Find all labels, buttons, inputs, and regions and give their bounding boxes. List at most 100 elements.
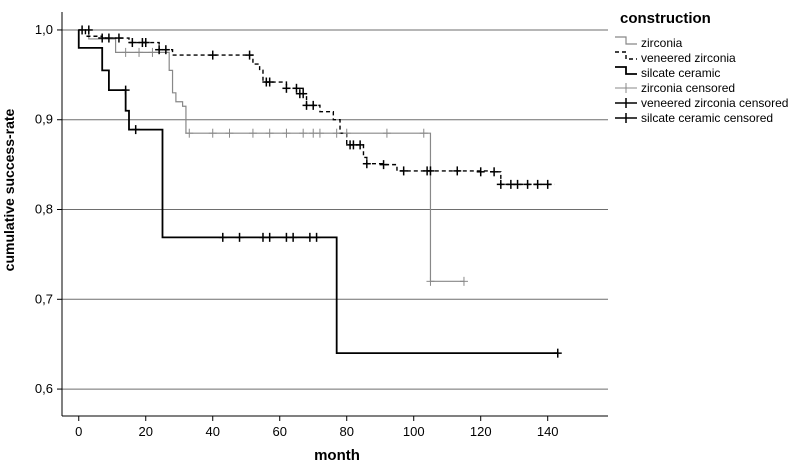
censor-marker-zirconia <box>459 276 468 286</box>
censor-marker-veneered-zirconia <box>356 140 365 150</box>
gridlines <box>62 29 608 390</box>
censor-marker-silcate-ceramic <box>553 348 562 358</box>
censor-marker-veneered-zirconia <box>476 167 485 177</box>
censor-marker-veneered-zirconia <box>84 25 93 35</box>
censor-marker-zirconia <box>148 47 157 57</box>
censor-marker-silcate-ceramic <box>289 232 298 242</box>
censor-marker-silcate-ceramic <box>218 232 227 242</box>
x-tick-label: 80 <box>339 424 353 439</box>
series-line-veneered-zirconia <box>78 29 555 186</box>
censor-marker-veneered-zirconia <box>104 33 113 43</box>
legend-swatch <box>615 51 637 60</box>
x-axis-title: month <box>314 447 360 464</box>
censor-marker-veneered-zirconia <box>282 83 291 93</box>
censor-marker-veneered-zirconia <box>141 38 150 48</box>
series-lines <box>77 29 558 355</box>
censor-marker-veneered-zirconia <box>155 45 164 55</box>
censor-marker-zirconia <box>315 128 324 138</box>
y-tick-label: 1,0 <box>35 22 53 37</box>
censor-marker-veneered-zirconia <box>265 77 274 87</box>
censor-markers <box>78 25 562 358</box>
censor-marker-zirconia <box>426 276 435 286</box>
censor-marker-veneered-zirconia <box>533 179 542 189</box>
censor-marker-zirconia <box>225 128 234 138</box>
censor-marker-veneered-zirconia <box>379 160 388 170</box>
legend-item: veneered zirconia <box>615 51 736 65</box>
censor-marker-zirconia <box>309 128 318 138</box>
censor-marker-veneered-zirconia <box>543 179 552 189</box>
censor-marker-veneered-zirconia <box>490 167 499 177</box>
legend-label: silcate ceramic <box>641 66 720 80</box>
x-tick-label: 60 <box>272 424 286 439</box>
legend-label: zirconia <box>641 36 683 50</box>
censor-marker-zirconia <box>121 47 130 57</box>
legend-swatch <box>615 66 637 75</box>
legend-swatch <box>615 36 637 45</box>
censor-marker-veneered-zirconia <box>299 89 308 99</box>
censor-marker-silcate-ceramic <box>265 232 274 242</box>
series-line-zirconia <box>78 29 464 282</box>
legend-item: veneered zirconia censored <box>615 96 788 110</box>
legend-label: zirconia censored <box>641 81 735 95</box>
censor-marker-veneered-zirconia <box>292 83 301 93</box>
censor-marker-veneered-zirconia <box>302 100 311 110</box>
censor-marker-silcate-ceramic <box>121 85 130 95</box>
censor-marker-silcate-ceramic <box>305 232 314 242</box>
y-tick-label: 0,8 <box>35 202 53 217</box>
legend-item: zirconia censored <box>615 81 735 95</box>
legend-label: veneered zirconia censored <box>641 96 788 110</box>
censor-marker-veneered-zirconia <box>513 179 522 189</box>
censor-marker-veneered-zirconia <box>506 179 515 189</box>
tick-labels: 0,6 0,7 0,8 0,9 1,0 0 20 40 60 80 100 120 140 <box>35 22 559 439</box>
censor-marker-silcate-ceramic <box>282 232 291 242</box>
censor-marker-veneered-zirconia <box>496 179 505 189</box>
censor-marker-zirconia <box>135 47 144 57</box>
legend-item: silcate ceramic <box>615 66 720 80</box>
censor-marker-veneered-zirconia <box>399 166 408 176</box>
censor-marker-zirconia <box>248 128 257 138</box>
x-tick-label: 140 <box>537 424 559 439</box>
censor-marker-zirconia <box>382 128 391 138</box>
axes <box>57 12 608 421</box>
censor-marker-silcate-ceramic <box>131 125 140 135</box>
legend-title: construction <box>620 10 711 27</box>
censor-marker-veneered-zirconia <box>161 45 170 55</box>
censor-marker-veneered-zirconia <box>349 140 358 150</box>
censor-marker-zirconia <box>265 128 274 138</box>
censor-marker-silcate-ceramic <box>235 232 244 242</box>
censor-marker-zirconia <box>299 128 308 138</box>
censor-marker-veneered-zirconia <box>114 33 123 43</box>
censor-marker-zirconia <box>185 128 194 138</box>
y-axis-title: cumulative success-rate <box>1 108 17 271</box>
x-tick-label: 40 <box>206 424 220 439</box>
censor-marker-veneered-zirconia <box>426 166 435 176</box>
censor-marker-zirconia <box>282 128 291 138</box>
x-tick-label: 0 <box>75 424 82 439</box>
censor-marker-veneered-zirconia <box>523 179 532 189</box>
x-tick-label: 120 <box>470 424 492 439</box>
censor-marker-zirconia <box>419 128 428 138</box>
legend-item: zirconia <box>615 36 683 50</box>
censor-marker-silcate-ceramic <box>258 232 267 242</box>
legend-label: veneered zirconia <box>641 51 736 65</box>
y-tick-label: 0,7 <box>35 291 53 306</box>
censor-marker-zirconia <box>342 128 351 138</box>
censor-marker-veneered-zirconia <box>128 38 137 48</box>
legend-label: silcate ceramic censored <box>641 111 773 125</box>
censor-marker-veneered-zirconia <box>78 25 87 35</box>
legend-item: silcate ceramic censored <box>615 111 773 125</box>
censor-marker-zirconia <box>208 128 217 138</box>
censor-marker-veneered-zirconia <box>245 50 254 60</box>
y-tick-label: 0,9 <box>35 112 53 127</box>
censor-marker-veneered-zirconia <box>208 50 217 60</box>
censor-marker-veneered-zirconia <box>362 159 371 169</box>
censor-marker-silcate-ceramic <box>312 232 321 242</box>
series-line-silcate-ceramic <box>77 29 558 355</box>
x-tick-label: 20 <box>139 424 153 439</box>
censor-marker-veneered-zirconia <box>309 100 318 110</box>
censor-marker-zirconia <box>332 128 341 138</box>
